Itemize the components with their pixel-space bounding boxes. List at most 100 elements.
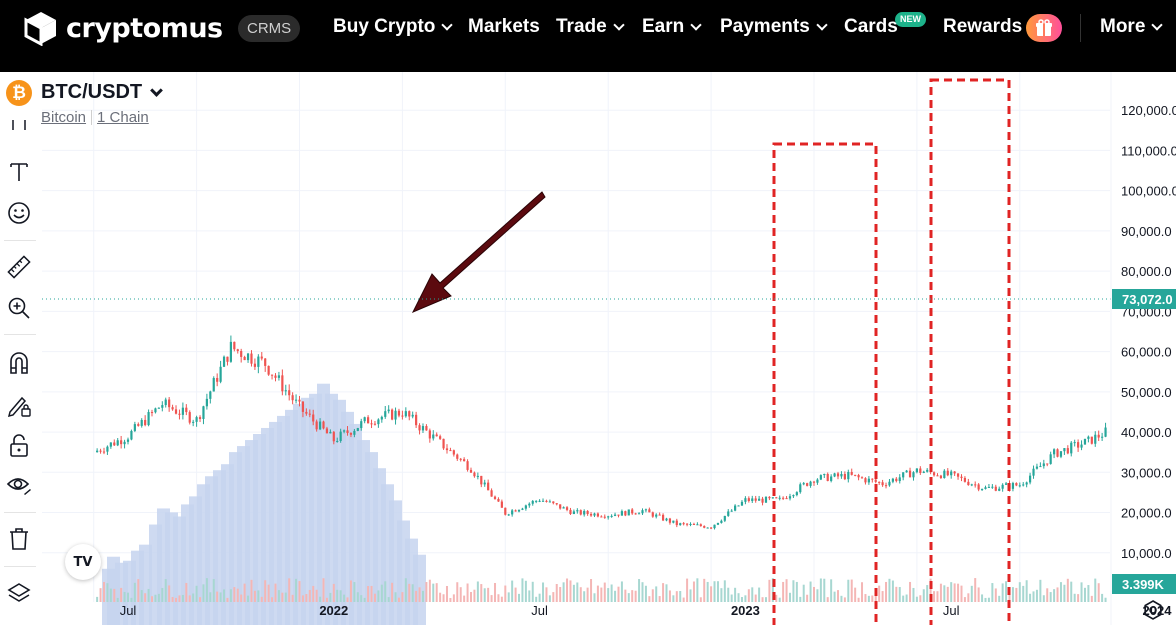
candle-body xyxy=(116,440,119,446)
nav-label: Payments xyxy=(720,16,810,37)
gift-icon[interactable] xyxy=(1026,14,1062,42)
candle-body xyxy=(305,411,308,414)
candle-body xyxy=(332,431,335,442)
nav-trade[interactable]: Trade xyxy=(556,16,625,38)
crms-badge[interactable]: CRMS xyxy=(238,15,301,42)
tradingview-logo[interactable]: TV xyxy=(65,544,101,580)
arrow-annotation xyxy=(411,191,546,313)
candle-body xyxy=(782,497,785,499)
candle-body xyxy=(867,478,870,483)
candle-body xyxy=(1104,427,1107,437)
volume-bar xyxy=(723,580,726,602)
top-navigation: cryptomus CRMS Buy Crypto Markets Trade … xyxy=(0,0,1176,72)
volume-bar xyxy=(514,587,517,602)
candle-body xyxy=(970,484,973,486)
chart-settings-icon[interactable] xyxy=(1142,599,1164,621)
candle-body xyxy=(723,515,726,521)
price-chart[interactable]: 120,000.0 110,000.0 100,000.0 90,000.0 80,00… xyxy=(0,72,1176,625)
volume-bar xyxy=(346,597,349,602)
candle-body xyxy=(655,514,658,517)
lock-draw-icon[interactable] xyxy=(4,390,34,420)
volume-bar xyxy=(974,578,977,602)
nav-earn[interactable]: Earn xyxy=(642,16,702,38)
nav-markets[interactable]: Markets xyxy=(468,16,540,38)
trash-icon[interactable] xyxy=(4,524,34,554)
zoom-in-icon[interactable] xyxy=(4,293,34,323)
volume-bar xyxy=(315,589,318,602)
volume-bar xyxy=(497,594,500,602)
volume-bar xyxy=(895,586,898,602)
coin-name-link[interactable]: Bitcoin xyxy=(41,109,87,126)
volume-bar xyxy=(854,587,857,602)
candle-body xyxy=(130,430,133,440)
candle-body xyxy=(634,513,637,515)
volume-bar xyxy=(682,597,685,602)
nav-payments[interactable]: Payments xyxy=(720,16,828,38)
nav-cards[interactable]: Cards xyxy=(844,16,898,38)
candle-body xyxy=(1042,463,1045,467)
candle-body xyxy=(953,471,956,474)
candle-body xyxy=(946,470,949,476)
candle-body xyxy=(600,516,603,518)
volume-bar xyxy=(843,597,846,602)
candle-body xyxy=(315,421,318,430)
lock-icon[interactable] xyxy=(4,430,34,460)
volume-bar xyxy=(223,589,226,602)
volume-bar xyxy=(1059,582,1062,602)
candle-body xyxy=(233,341,236,350)
volume-bar xyxy=(994,588,997,602)
volume-bar xyxy=(291,594,294,602)
nav-more[interactable]: More xyxy=(1100,16,1164,38)
candle-body xyxy=(205,398,208,407)
volume-bar xyxy=(939,583,942,602)
volume-bar xyxy=(463,595,466,602)
chevron-down-icon xyxy=(816,18,828,31)
toolbar-divider xyxy=(4,240,36,241)
volume-bar xyxy=(144,593,147,602)
highlight-box-2 xyxy=(929,78,1011,625)
volume-bar xyxy=(919,595,922,602)
logo[interactable]: cryptomus xyxy=(24,10,223,46)
nav-rewards[interactable]: Rewards xyxy=(943,16,1022,38)
candle-body xyxy=(154,408,157,413)
text-icon[interactable] xyxy=(4,157,34,187)
eye-icon[interactable] xyxy=(4,470,34,500)
candle-body xyxy=(1094,434,1097,444)
volume-bar xyxy=(679,591,682,602)
volume-bar xyxy=(837,590,840,602)
volume-bar xyxy=(209,592,212,602)
volume-bar xyxy=(696,578,699,602)
volume-bar xyxy=(819,578,822,602)
candle-body xyxy=(137,424,140,426)
volume-bar xyxy=(933,591,936,602)
volume-bar xyxy=(1049,592,1052,602)
crosshair-icon[interactable] xyxy=(4,118,34,132)
volume-bar xyxy=(730,594,733,602)
symbol-selector[interactable]: BTC/USDT xyxy=(41,81,163,104)
ruler-icon[interactable] xyxy=(4,252,34,282)
chain-link[interactable]: 1 Chain xyxy=(97,109,149,126)
candle-body xyxy=(799,484,802,493)
emoji-icon[interactable] xyxy=(4,198,34,228)
volume-bar xyxy=(641,582,644,602)
volume-bar xyxy=(253,590,256,602)
volume-bar xyxy=(373,593,376,602)
candle-body xyxy=(487,482,490,491)
nav-buy-crypto[interactable]: Buy Crypto xyxy=(333,16,454,38)
volume-bar xyxy=(384,581,387,602)
candle-body xyxy=(1083,438,1087,445)
volume-bar xyxy=(305,593,308,602)
candle-body xyxy=(881,482,884,486)
magnet-icon[interactable] xyxy=(4,348,34,378)
candle-body xyxy=(198,417,202,419)
volume-bar xyxy=(257,590,260,602)
volume-bar xyxy=(624,589,627,602)
candle-body xyxy=(1032,468,1035,476)
volume-bar xyxy=(758,587,761,602)
price-tick-label: 110,000.0 xyxy=(1121,143,1176,158)
volume-bar xyxy=(1001,583,1004,602)
layers-icon[interactable] xyxy=(4,578,34,608)
volume-bar xyxy=(569,580,572,602)
candle-body xyxy=(1015,483,1018,486)
candle-body xyxy=(603,516,606,518)
